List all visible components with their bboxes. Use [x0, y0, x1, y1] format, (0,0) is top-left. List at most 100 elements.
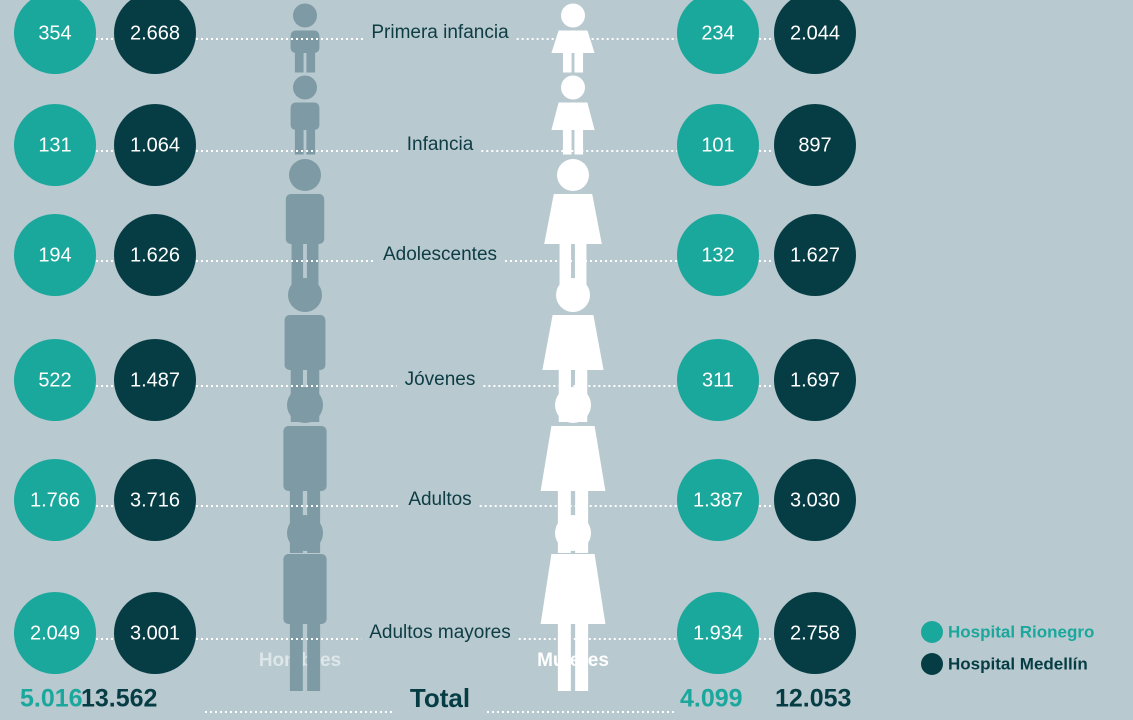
count: 131 — [38, 134, 71, 156]
count: 2.044 — [790, 22, 840, 44]
figure-body — [542, 315, 604, 370]
count-circle — [114, 104, 196, 186]
count: 1.064 — [130, 134, 180, 156]
figure-leg — [307, 624, 321, 691]
count-circle — [114, 214, 196, 296]
figure-leg — [306, 244, 319, 291]
count-circle — [14, 339, 96, 421]
figure-head — [287, 515, 323, 551]
figure-body — [284, 315, 326, 370]
count-circle — [774, 0, 856, 74]
count: 354 — [38, 22, 71, 44]
figure-body — [285, 194, 325, 244]
count: 3.716 — [130, 489, 180, 511]
row-label: Infancia — [407, 134, 474, 155]
figure-head — [293, 75, 317, 100]
count: 234 — [701, 22, 734, 44]
count: 3.001 — [130, 622, 180, 644]
total: 4.099 — [680, 685, 743, 713]
figure-leg — [291, 244, 304, 291]
count: 101 — [701, 134, 734, 156]
figure-body — [283, 426, 327, 491]
count-circle — [677, 592, 759, 674]
figure-head — [557, 159, 589, 191]
legend-swatch — [921, 653, 943, 675]
row-label: Jóvenes — [405, 369, 476, 390]
count: 132 — [701, 244, 734, 266]
total: 12.053 — [775, 685, 851, 713]
figure-leg — [289, 624, 303, 691]
count-circle — [677, 0, 759, 74]
count-circle — [114, 592, 196, 674]
count-circle — [14, 592, 96, 674]
row-label: Primera infancia — [371, 22, 509, 43]
row-label: Adolescentes — [383, 244, 497, 265]
count-circle — [114, 339, 196, 421]
figure-leg — [306, 130, 316, 155]
figure-body — [290, 102, 320, 130]
count-circle — [677, 104, 759, 186]
figure-body — [551, 102, 595, 130]
count: 897 — [798, 134, 831, 156]
count: 1.626 — [130, 244, 180, 266]
figure-head — [288, 278, 322, 312]
count-circle — [114, 459, 196, 541]
count: 1.934 — [693, 622, 743, 644]
count-circle — [14, 104, 96, 186]
count: 2.668 — [130, 22, 180, 44]
row-label: Adultos — [408, 489, 471, 510]
count-circle — [677, 459, 759, 541]
count: 2.758 — [790, 622, 840, 644]
figure-head — [555, 387, 591, 423]
count-circle — [14, 214, 96, 296]
legend-label: Hospital Rionegro — [948, 622, 1094, 641]
figure-body — [544, 194, 602, 244]
figure-leg — [574, 244, 587, 291]
count: 311 — [702, 369, 734, 391]
figure-leg — [575, 624, 589, 691]
figure-head — [289, 159, 321, 191]
count-circle — [774, 104, 856, 186]
figure-leg — [574, 53, 584, 73]
figure-leg — [562, 130, 572, 155]
figure-leg — [306, 53, 316, 73]
figure-leg — [557, 624, 571, 691]
count-circle — [677, 214, 759, 296]
figure-head — [555, 515, 591, 551]
figure-head — [561, 75, 585, 100]
group-label: Mujeres — [537, 650, 609, 671]
count: 1.697 — [790, 369, 840, 391]
figure-body — [551, 30, 595, 53]
figure-leg — [294, 53, 304, 73]
count: 2.049 — [30, 622, 80, 644]
count: 522 — [38, 369, 71, 391]
count: 1.487 — [130, 369, 180, 391]
count-circle — [14, 0, 96, 74]
figure-leg — [562, 53, 572, 73]
figure-body — [283, 554, 327, 624]
count: 1.766 — [30, 489, 80, 511]
figure-leg — [559, 244, 572, 291]
count: 3.030 — [790, 489, 840, 511]
total: 5.016 — [20, 685, 83, 713]
figure-leg — [574, 130, 584, 155]
figure-head — [293, 3, 317, 28]
count-circle — [774, 592, 856, 674]
count-circle — [774, 214, 856, 296]
figure-leg — [294, 130, 304, 155]
figure-head — [556, 278, 590, 312]
count: 1.387 — [693, 489, 743, 511]
count: 1.627 — [790, 244, 840, 266]
count-circle — [114, 0, 196, 74]
figure-head — [287, 387, 323, 423]
count-circle — [774, 459, 856, 541]
legend-swatch — [921, 621, 943, 643]
count-circle — [774, 339, 856, 421]
figure-body — [290, 30, 320, 53]
total-label: Total — [410, 683, 470, 713]
count-circle — [14, 459, 96, 541]
count: 194 — [38, 244, 71, 266]
legend-label: Hospital Medellín — [948, 654, 1088, 673]
